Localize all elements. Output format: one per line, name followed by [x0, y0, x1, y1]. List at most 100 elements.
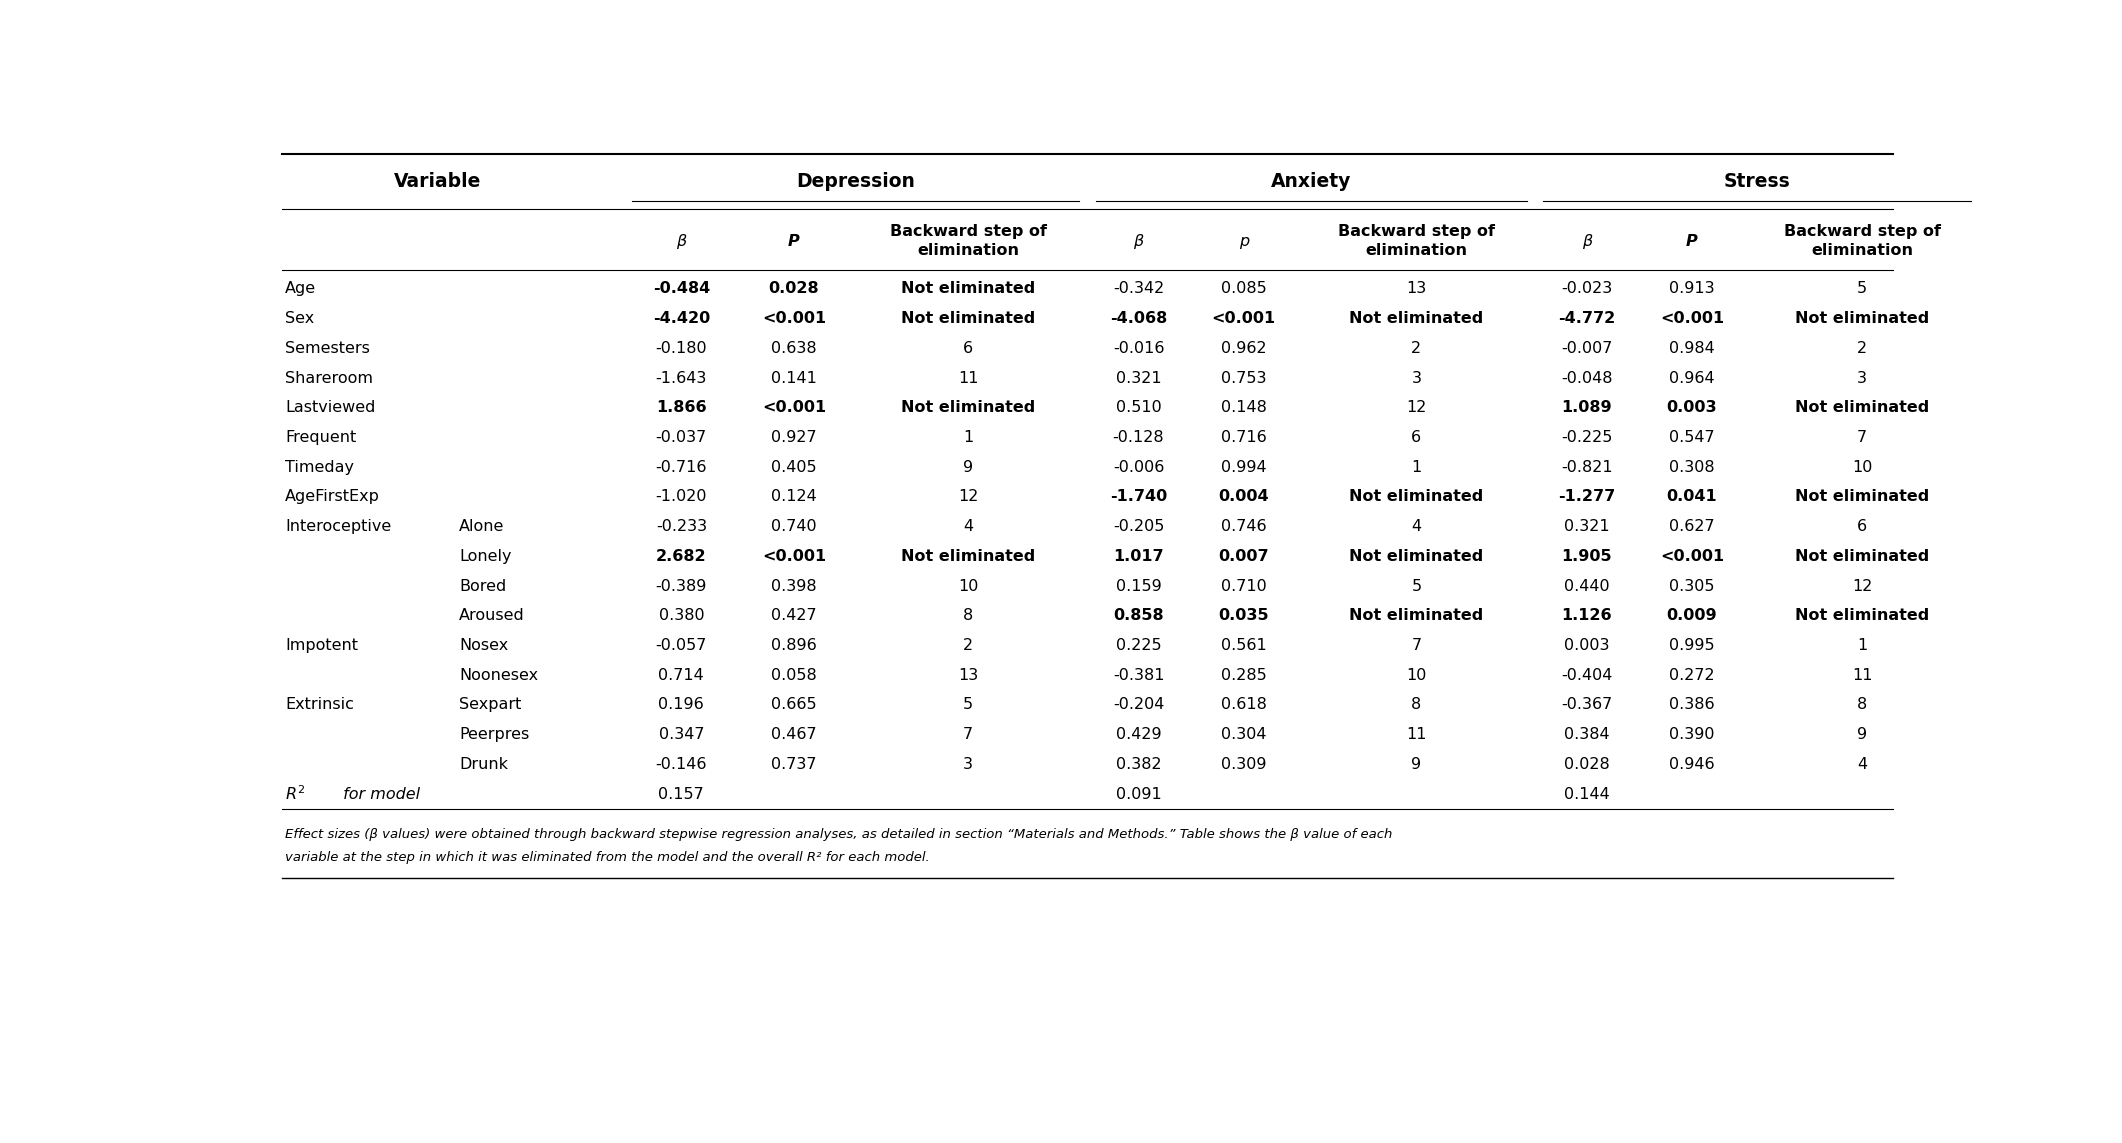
Text: 0.427: 0.427 [770, 608, 817, 623]
Text: -0.342: -0.342 [1112, 281, 1165, 296]
Text: β: β [1581, 233, 1592, 249]
Text: 3: 3 [963, 757, 974, 772]
Text: -0.128: -0.128 [1112, 430, 1165, 445]
Text: -0.048: -0.048 [1562, 370, 1613, 385]
Text: 5: 5 [1411, 578, 1422, 593]
Text: 1: 1 [1411, 459, 1422, 474]
Text: 0.896: 0.896 [770, 638, 817, 653]
Text: 0.035: 0.035 [1218, 608, 1269, 623]
Text: -0.404: -0.404 [1562, 668, 1613, 682]
Text: Age: Age [284, 281, 316, 296]
Text: -0.023: -0.023 [1562, 281, 1613, 296]
Text: Not eliminated: Not eliminated [1795, 311, 1929, 326]
Text: 8: 8 [1857, 697, 1867, 712]
Text: 0.627: 0.627 [1670, 519, 1715, 534]
Text: -4.420: -4.420 [654, 311, 711, 326]
Text: Bored: Bored [458, 578, 507, 593]
Text: -0.057: -0.057 [656, 638, 707, 653]
Text: 4: 4 [1411, 519, 1422, 534]
Text: 0.962: 0.962 [1220, 341, 1267, 355]
Text: 9: 9 [1857, 727, 1867, 742]
Text: 0.009: 0.009 [1666, 608, 1717, 623]
Text: Semesters: Semesters [284, 341, 369, 355]
Text: 1.905: 1.905 [1562, 549, 1613, 563]
Text: 4: 4 [963, 519, 974, 534]
Text: -0.007: -0.007 [1562, 341, 1613, 355]
Text: 1: 1 [963, 430, 974, 445]
Text: $R^{2}$: $R^{2}$ [284, 785, 306, 804]
Text: <0.001: <0.001 [762, 549, 825, 563]
Text: -0.821: -0.821 [1562, 459, 1613, 474]
Text: Sexpart: Sexpart [458, 697, 522, 712]
Text: 0.028: 0.028 [1564, 757, 1608, 772]
Text: Stress: Stress [1723, 171, 1791, 191]
Text: 0.309: 0.309 [1220, 757, 1267, 772]
Text: Anxiety: Anxiety [1271, 171, 1352, 191]
Text: 0.003: 0.003 [1666, 400, 1717, 415]
Text: 8: 8 [1411, 697, 1422, 712]
Text: 0.994: 0.994 [1220, 459, 1267, 474]
Text: -0.204: -0.204 [1112, 697, 1165, 712]
Text: Extrinsic: Extrinsic [284, 697, 354, 712]
Text: 3: 3 [1411, 370, 1422, 385]
Text: 0.740: 0.740 [770, 519, 817, 534]
Text: 10: 10 [959, 578, 978, 593]
Text: 2: 2 [1857, 341, 1867, 355]
Text: 0.141: 0.141 [770, 370, 817, 385]
Text: 10: 10 [1407, 668, 1426, 682]
Text: Not eliminated: Not eliminated [1350, 608, 1483, 623]
Text: 11: 11 [1407, 727, 1426, 742]
Text: Not eliminated: Not eliminated [1795, 489, 1929, 504]
Text: 0.225: 0.225 [1116, 638, 1161, 653]
Text: 0.321: 0.321 [1564, 519, 1608, 534]
Text: 5: 5 [963, 697, 974, 712]
Text: -4.068: -4.068 [1110, 311, 1167, 326]
Text: -1.277: -1.277 [1558, 489, 1615, 504]
Text: Not eliminated: Not eliminated [1350, 311, 1483, 326]
Text: Not eliminated: Not eliminated [902, 549, 1036, 563]
Text: Not eliminated: Not eliminated [902, 281, 1036, 296]
Text: 0.405: 0.405 [770, 459, 817, 474]
Text: Aroused: Aroused [458, 608, 524, 623]
Text: Backward step of
elimination: Backward step of elimination [1785, 224, 1942, 258]
Text: 5: 5 [1857, 281, 1867, 296]
Text: 0.927: 0.927 [770, 430, 817, 445]
Text: 0.510: 0.510 [1116, 400, 1161, 415]
Text: Not eliminated: Not eliminated [1795, 549, 1929, 563]
Text: 6: 6 [1857, 519, 1867, 534]
Text: 6: 6 [963, 341, 974, 355]
Text: p: p [1239, 233, 1250, 249]
Text: 0.285: 0.285 [1220, 668, 1267, 682]
Text: 1.089: 1.089 [1562, 400, 1613, 415]
Text: 0.028: 0.028 [768, 281, 819, 296]
Text: 2.682: 2.682 [656, 549, 707, 563]
Text: 0.547: 0.547 [1670, 430, 1715, 445]
Text: AgeFirstExp: AgeFirstExp [284, 489, 380, 504]
Text: 6: 6 [1411, 430, 1422, 445]
Text: Frequent: Frequent [284, 430, 356, 445]
Text: Sex: Sex [284, 311, 314, 326]
Text: 12: 12 [1407, 400, 1426, 415]
Text: -0.233: -0.233 [656, 519, 707, 534]
Text: 0.714: 0.714 [658, 668, 705, 682]
Text: 0.440: 0.440 [1564, 578, 1608, 593]
Text: 0.913: 0.913 [1670, 281, 1715, 296]
Text: 0.716: 0.716 [1220, 430, 1267, 445]
Text: -0.716: -0.716 [656, 459, 707, 474]
Text: variable at the step in which it was eliminated from the model and the overall R: variable at the step in which it was eli… [284, 850, 929, 864]
Text: 7: 7 [1857, 430, 1867, 445]
Text: <0.001: <0.001 [1212, 311, 1275, 326]
Text: <0.001: <0.001 [1659, 311, 1723, 326]
Text: 0.304: 0.304 [1220, 727, 1267, 742]
Text: 0.058: 0.058 [770, 668, 817, 682]
Text: 9: 9 [963, 459, 974, 474]
Text: 0.984: 0.984 [1670, 341, 1715, 355]
Text: 0.746: 0.746 [1220, 519, 1267, 534]
Text: -0.367: -0.367 [1562, 697, 1613, 712]
Text: Shareroom: Shareroom [284, 370, 373, 385]
Text: 9: 9 [1411, 757, 1422, 772]
Text: 0.665: 0.665 [770, 697, 817, 712]
Text: 0.618: 0.618 [1220, 697, 1267, 712]
Text: 0.305: 0.305 [1670, 578, 1715, 593]
Text: <0.001: <0.001 [762, 400, 825, 415]
